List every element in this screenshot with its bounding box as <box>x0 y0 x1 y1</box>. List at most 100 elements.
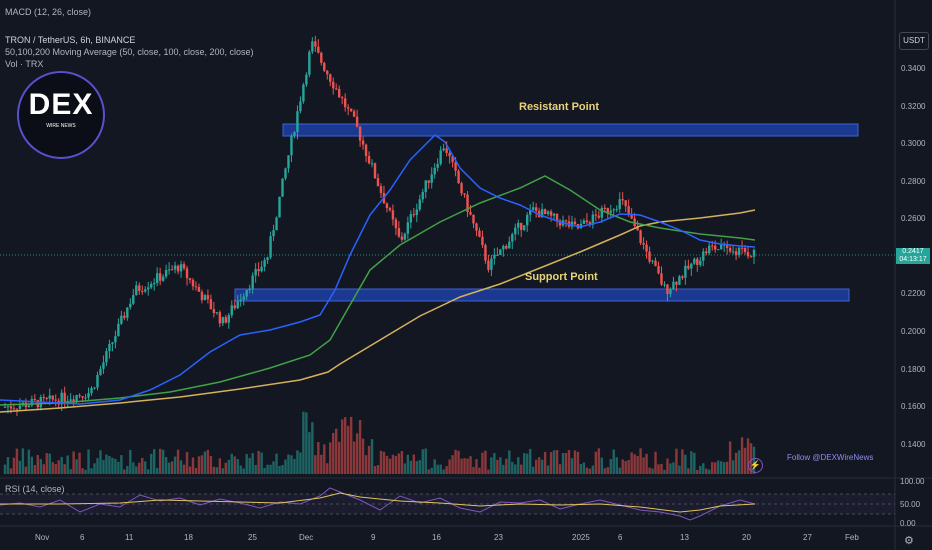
candle <box>427 180 430 189</box>
volume-bar <box>552 450 556 474</box>
volume-bar <box>746 438 750 474</box>
candle <box>311 37 314 54</box>
time-tick: 2025 <box>572 533 590 542</box>
volume-bar <box>696 469 699 474</box>
candle <box>320 51 323 66</box>
candle <box>400 232 404 243</box>
currency-button[interactable]: USDT <box>899 32 929 50</box>
volume-bar <box>579 464 583 474</box>
volume-bar <box>212 466 216 474</box>
candle <box>317 39 320 54</box>
volume-bar <box>42 464 45 474</box>
candle <box>323 61 326 73</box>
volume-bar <box>427 469 430 474</box>
volume-bar <box>639 448 642 474</box>
candle <box>87 387 90 401</box>
volume-bar <box>176 449 180 474</box>
candle <box>326 69 329 80</box>
candle <box>687 259 690 271</box>
volume-bar <box>9 468 13 474</box>
candle <box>546 210 550 217</box>
volume-bar <box>126 465 129 474</box>
candle <box>537 207 541 218</box>
chart-settings-icon[interactable]: ⚙ <box>904 535 914 547</box>
resistance-zone[interactable] <box>282 123 859 137</box>
volume-bar <box>302 411 305 474</box>
volume-bar <box>346 425 350 474</box>
volume-bar <box>138 462 141 474</box>
volume-bar <box>508 450 511 474</box>
volume-bar <box>30 456 34 474</box>
volume-bar <box>191 457 195 474</box>
volume-bar <box>215 467 219 474</box>
candle <box>678 274 681 286</box>
candle <box>382 185 386 204</box>
volume-bar <box>657 464 660 474</box>
candle <box>594 208 598 222</box>
candle <box>188 277 192 284</box>
support-zone[interactable] <box>234 288 850 302</box>
volume-bar <box>627 459 630 474</box>
lightning-icon[interactable]: ⚡ <box>748 458 763 473</box>
rsi-label[interactable]: RSI (14, close) <box>5 484 65 494</box>
price-tick: 0.3400 <box>901 64 926 73</box>
volume-bar <box>236 459 239 474</box>
volume-bar <box>343 417 347 474</box>
candle <box>236 294 239 309</box>
candle <box>182 261 186 271</box>
candle <box>696 257 699 272</box>
volume-bar <box>520 464 523 474</box>
volume-bar <box>514 464 517 474</box>
candle <box>290 133 293 163</box>
candle <box>597 210 601 220</box>
support-label: Support Point <box>525 271 598 283</box>
volume-bar <box>18 460 22 474</box>
symbol-title[interactable]: TRON / TetherUS, 6h, BINANCE <box>5 35 136 45</box>
volume-bar <box>3 464 7 474</box>
volume-bar <box>278 465 281 474</box>
candle <box>364 143 368 163</box>
volume-bar <box>45 453 48 474</box>
candle <box>734 247 738 261</box>
volume-bar <box>233 456 236 474</box>
follow-text[interactable]: Follow @DEXWireNews <box>787 453 874 462</box>
candle <box>448 150 451 164</box>
volume-bar <box>388 458 392 474</box>
volume-bar <box>194 467 198 474</box>
logo-subtext: WIRE NEWS <box>46 123 76 129</box>
candle <box>699 256 702 267</box>
candle <box>152 278 156 291</box>
current-price-badge: 0.2417 04:13:17 <box>896 248 930 264</box>
time-tick: 18 <box>184 533 193 542</box>
volume-bar <box>636 455 639 474</box>
candle <box>403 232 407 241</box>
volume-bar <box>203 451 207 474</box>
candle <box>203 293 207 301</box>
volume-bar <box>499 457 502 474</box>
candle <box>126 307 129 321</box>
candle <box>114 330 117 349</box>
macd-label[interactable]: MACD (12, 26, close) <box>5 7 92 17</box>
candle <box>421 188 424 203</box>
candle <box>630 208 633 220</box>
candle <box>287 155 290 173</box>
volume-bar <box>528 448 532 474</box>
candle <box>433 163 436 179</box>
volume-bar <box>257 450 260 474</box>
volume-bar <box>722 462 726 474</box>
candle <box>558 218 562 230</box>
ma-legend[interactable]: 50,100,200 Moving Average (50, close, 10… <box>5 47 254 57</box>
time-tick: 20 <box>742 533 751 542</box>
candle <box>15 408 19 416</box>
candle <box>63 386 66 409</box>
candle <box>531 201 535 212</box>
volume-legend[interactable]: Vol · TRX <box>5 59 44 69</box>
volume-bar <box>576 451 580 474</box>
candle <box>245 290 248 300</box>
volume-bar <box>642 457 645 474</box>
candle <box>212 301 216 318</box>
volume-bar <box>573 450 577 474</box>
candle <box>155 267 159 287</box>
candle <box>191 278 195 291</box>
